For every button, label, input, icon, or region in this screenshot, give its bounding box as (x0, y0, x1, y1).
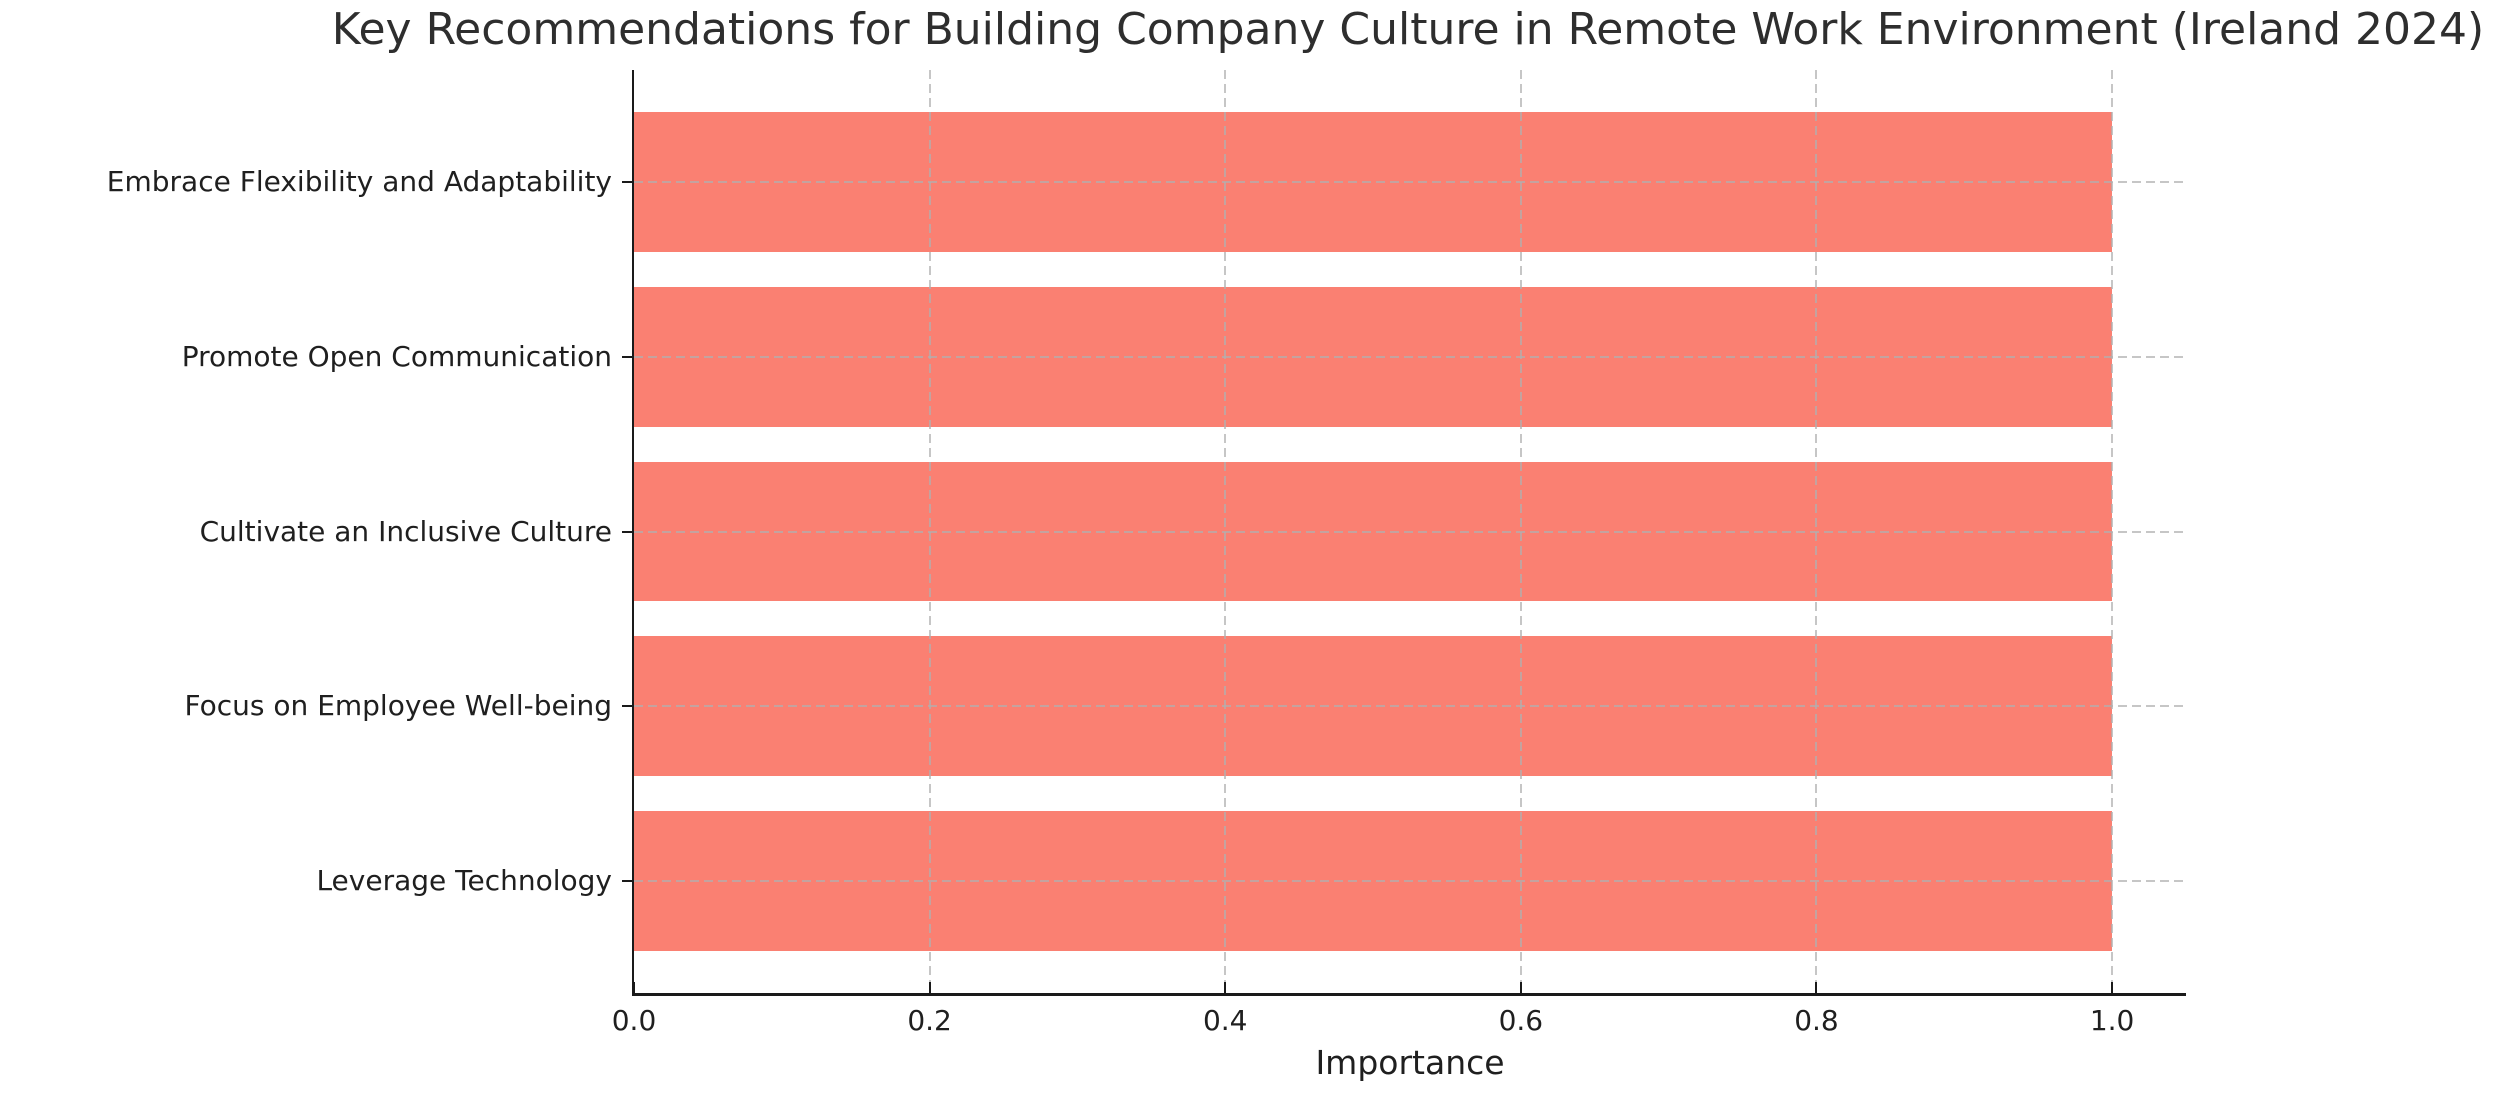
h-gridline (634, 705, 2186, 708)
v-gridline (1815, 70, 1818, 993)
y-tick (622, 705, 632, 708)
x-tick-label: 0.6 (1498, 1004, 1544, 1037)
h-gridline (634, 355, 2186, 358)
y-tick (622, 880, 632, 883)
y-tick (622, 530, 632, 533)
x-tick-label: 0.8 (1794, 1004, 1839, 1037)
v-gridline (1519, 70, 1522, 993)
y-category-label: Promote Open Communication (181, 339, 612, 373)
h-gridline (634, 180, 2186, 183)
v-gridline (928, 70, 931, 993)
x-tick-label: 0.4 (1202, 1004, 1248, 1037)
x-axis-label: Importance (1315, 1043, 1505, 1082)
x-tick-label: 0.2 (907, 1004, 952, 1037)
y-tick (622, 355, 632, 358)
x-tick (1519, 982, 1522, 993)
y-category-label: Embrace Flexibility and Adaptability (106, 164, 612, 198)
h-gridline (634, 530, 2186, 533)
y-category-label: Focus on Employee Well-being (184, 689, 612, 723)
x-tick (928, 982, 931, 993)
chart-title: Key Recommendations for Building Company… (331, 4, 2485, 55)
v-gridline (2111, 70, 2114, 993)
y-tick (622, 180, 632, 183)
v-gridline (1224, 70, 1227, 993)
plot-area: Embrace Flexibility and Adaptability Prom… (107, 70, 2186, 1082)
y-category-label: Cultivate an Inclusive Culture (199, 514, 612, 548)
x-tick (633, 982, 635, 993)
x-tick (1224, 982, 1227, 993)
y-category-label: Leverage Technology (316, 864, 612, 898)
x-tick (2111, 982, 2114, 993)
x-tick-label: 0.0 (611, 1004, 657, 1037)
x-tick-label: 1.0 (2089, 1004, 2135, 1037)
h-gridline (634, 880, 2186, 883)
x-tick (1815, 982, 1818, 993)
